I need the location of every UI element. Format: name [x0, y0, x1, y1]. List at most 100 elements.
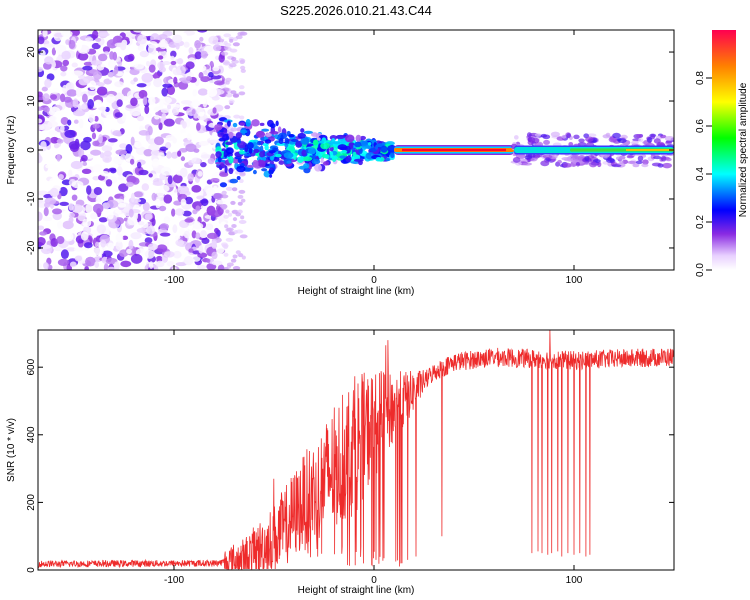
- spectrogram-cell: [606, 158, 615, 163]
- spectrogram-cell: [85, 37, 93, 41]
- spectrogram-cell: [81, 231, 89, 240]
- spectrogram-cell: [148, 97, 156, 105]
- spectrogram-cell: [238, 158, 242, 163]
- spectrogram-cell: [99, 217, 108, 222]
- spectrogram-cell: [149, 64, 156, 72]
- spectrogram-cell: [264, 139, 271, 143]
- tail-band-core: [626, 149, 674, 151]
- spectrogram-cell: [238, 91, 245, 95]
- spectrogram-cell: [107, 211, 114, 219]
- spectrogram-cell: [233, 217, 237, 221]
- spectrogram-cell: [131, 254, 143, 264]
- spectrogram-cell: [170, 56, 174, 60]
- spectrogram-cell: [232, 187, 237, 191]
- spectrogram-cell: [72, 70, 84, 76]
- spectrogram-cell: [154, 115, 160, 119]
- spectrogram-cell: [104, 151, 112, 157]
- spectrogram-cell: [78, 78, 89, 86]
- spectrogram-cell: [215, 151, 222, 158]
- spectrogram-cell: [195, 205, 200, 211]
- spectrogram-cell: [551, 132, 560, 137]
- spectrogram-cell: [239, 85, 245, 89]
- spectrogram-cell: [164, 216, 170, 224]
- spectrogram-cell: [201, 238, 209, 244]
- spectrogram-cell: [230, 90, 236, 94]
- spectrogram-cell: [226, 228, 234, 232]
- spectrogram-cell: [336, 135, 346, 139]
- spectrogram-cell: [164, 251, 175, 257]
- spectrogram-cell: [211, 252, 217, 260]
- spectrogram-cell: [231, 57, 236, 61]
- spectrogram-cell: [269, 150, 276, 153]
- spectrogram-cell: [56, 236, 64, 244]
- spectrogram-cell: [87, 99, 94, 109]
- spectrogram-cell: [186, 76, 192, 81]
- spectrogram-cell: [145, 213, 153, 220]
- spectrogram-cell: [356, 135, 362, 142]
- spectrogram-cell: [233, 115, 240, 119]
- spectrogram-cell: [187, 173, 194, 181]
- spectrogram-cell: [49, 116, 57, 122]
- spectrogram-cell: [91, 60, 102, 66]
- spectrogram-cell: [200, 162, 207, 167]
- spectrogram-cell: [214, 228, 219, 234]
- spectrogram-cell: [288, 134, 294, 138]
- spectrogram-cell: [35, 67, 43, 72]
- spectrogram-cell: [181, 156, 185, 161]
- spectrogram-cell: [44, 207, 49, 216]
- spectrogram-cell: [94, 187, 102, 195]
- snr-x-tick-label: -100: [164, 575, 184, 586]
- spectrogram-cell: [312, 159, 321, 165]
- spectrogram-cell: [79, 119, 84, 129]
- spectrogram-cell: [247, 142, 254, 149]
- spectrogram-cell: [180, 168, 188, 178]
- spectrogram-x-tick-label: 0: [371, 275, 377, 286]
- spectrogram-cell: [176, 164, 182, 168]
- spectrogram-cell: [97, 224, 107, 233]
- spectrogram-cell: [257, 141, 261, 146]
- spectrogram-cell: [117, 60, 122, 66]
- spectrogram-cell: [181, 100, 192, 105]
- spectrogram-x-tick-label: -100: [164, 275, 184, 286]
- spectrogram-cell: [224, 105, 230, 109]
- spectrogram-cell: [36, 153, 41, 162]
- spectrogram-cell: [638, 138, 643, 142]
- spectrogram-cell: [270, 123, 276, 128]
- spectrogram-cell: [197, 65, 207, 71]
- spectrogram-cell: [661, 156, 667, 162]
- spectrogram-cell: [240, 59, 245, 63]
- spectrogram-cell: [161, 108, 170, 113]
- spectrogram-cell: [130, 159, 134, 165]
- colorbar-tick-label: 0.0: [695, 263, 706, 277]
- spectrogram-cell: [137, 116, 144, 122]
- spectrogram-cell: [184, 256, 194, 265]
- spectrogram-cell: [229, 179, 238, 184]
- spectrogram-cell: [213, 44, 221, 51]
- spectrogram-cell: [260, 123, 265, 126]
- spectrogram-cell: [238, 190, 245, 194]
- spectrogram-cell: [325, 154, 330, 159]
- spectrogram-cell: [114, 81, 124, 87]
- spectrogram-cell: [185, 143, 196, 152]
- spectrogram-cell: [198, 88, 208, 95]
- spectrogram-cell: [230, 201, 235, 205]
- spectrogram-cell: [253, 149, 259, 153]
- spectrogram-cell: [253, 170, 257, 174]
- spectrogram-cell: [239, 150, 244, 155]
- spectrogram-cell: [76, 87, 82, 97]
- spectrogram-cell: [227, 120, 231, 126]
- spectrogram-cell: [146, 226, 155, 235]
- colorbar-tick-label: 0.4: [695, 167, 706, 181]
- spectrogram-cell: [39, 124, 51, 131]
- spectrogram-cell: [60, 72, 66, 77]
- spectrogram-cell: [71, 161, 83, 169]
- spectrogram-cell: [381, 146, 388, 153]
- spectrogram-cell: [513, 157, 521, 163]
- spectrogram-cell: [632, 164, 639, 168]
- spectrogram-cell: [214, 124, 222, 130]
- spectrogram-cell: [141, 73, 153, 83]
- spectrogram-cell: [321, 157, 324, 164]
- spectrogram-cell: [284, 152, 294, 158]
- spectrogram-cell: [167, 261, 175, 267]
- spectrogram-cell: [236, 35, 243, 39]
